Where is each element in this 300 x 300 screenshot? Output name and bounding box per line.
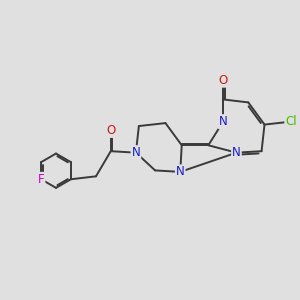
Text: N: N [131, 146, 140, 159]
Text: F: F [38, 173, 44, 186]
Text: N: N [219, 115, 227, 128]
Text: Cl: Cl [285, 115, 297, 128]
Text: O: O [106, 124, 116, 137]
Text: O: O [218, 74, 228, 87]
Text: N: N [232, 146, 241, 159]
Text: N: N [176, 165, 184, 178]
